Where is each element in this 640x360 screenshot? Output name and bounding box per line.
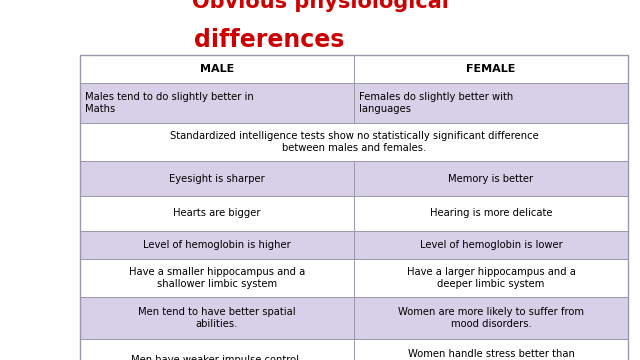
Bar (80, 339, 354, 360)
Text: Level of hemoglobin is higher: Level of hemoglobin is higher (143, 240, 291, 250)
Text: Have a smaller hippocampus and a
shallower limbic system: Have a smaller hippocampus and a shallow… (129, 267, 305, 289)
Bar (80, 83, 354, 123)
Text: Have a larger hippocampus and a
deeper limbic system: Have a larger hippocampus and a deeper l… (406, 267, 575, 289)
Text: FEMALE: FEMALE (467, 64, 516, 74)
Bar (354, 297, 628, 339)
Bar (354, 161, 628, 196)
Text: Memory is better: Memory is better (449, 174, 534, 184)
Text: Women are more likely to suffer from
mood disorders.: Women are more likely to suffer from moo… (398, 307, 584, 329)
Bar (80, 196, 354, 231)
Text: Women handle stress better than
men.: Women handle stress better than men. (408, 349, 575, 360)
Bar (354, 55, 628, 83)
Bar (80, 161, 354, 196)
Text: MALE: MALE (200, 64, 234, 74)
Bar (354, 339, 628, 360)
Text: Females do slightly better with
languages: Females do slightly better with language… (359, 92, 513, 114)
Text: Men have weaker impulse control.: Men have weaker impulse control. (131, 355, 303, 360)
Bar (354, 83, 628, 123)
Bar (80, 231, 354, 259)
Text: Hearing is more delicate: Hearing is more delicate (429, 208, 552, 219)
Bar (354, 259, 628, 297)
Text: Men tend to have better spatial
abilities.: Men tend to have better spatial abilitie… (138, 307, 296, 329)
Text: Standardized intelligence tests show no statistically significant difference
bet: Standardized intelligence tests show no … (170, 131, 538, 153)
Bar (80, 259, 354, 297)
Text: Eyesight is sharper: Eyesight is sharper (169, 174, 265, 184)
Bar (354, 196, 628, 231)
Text: differences: differences (194, 28, 344, 52)
Text: Males tend to do slightly better in
Maths: Males tend to do slightly better in Math… (85, 92, 253, 114)
Bar (354, 231, 628, 259)
Bar (80, 55, 628, 360)
Bar (80, 123, 628, 161)
Text: Obvious physiological: Obvious physiological (191, 0, 449, 12)
Text: Hearts are bigger: Hearts are bigger (173, 208, 260, 219)
Bar (80, 55, 354, 83)
Text: Level of hemoglobin is lower: Level of hemoglobin is lower (420, 240, 563, 250)
Bar (80, 297, 354, 339)
